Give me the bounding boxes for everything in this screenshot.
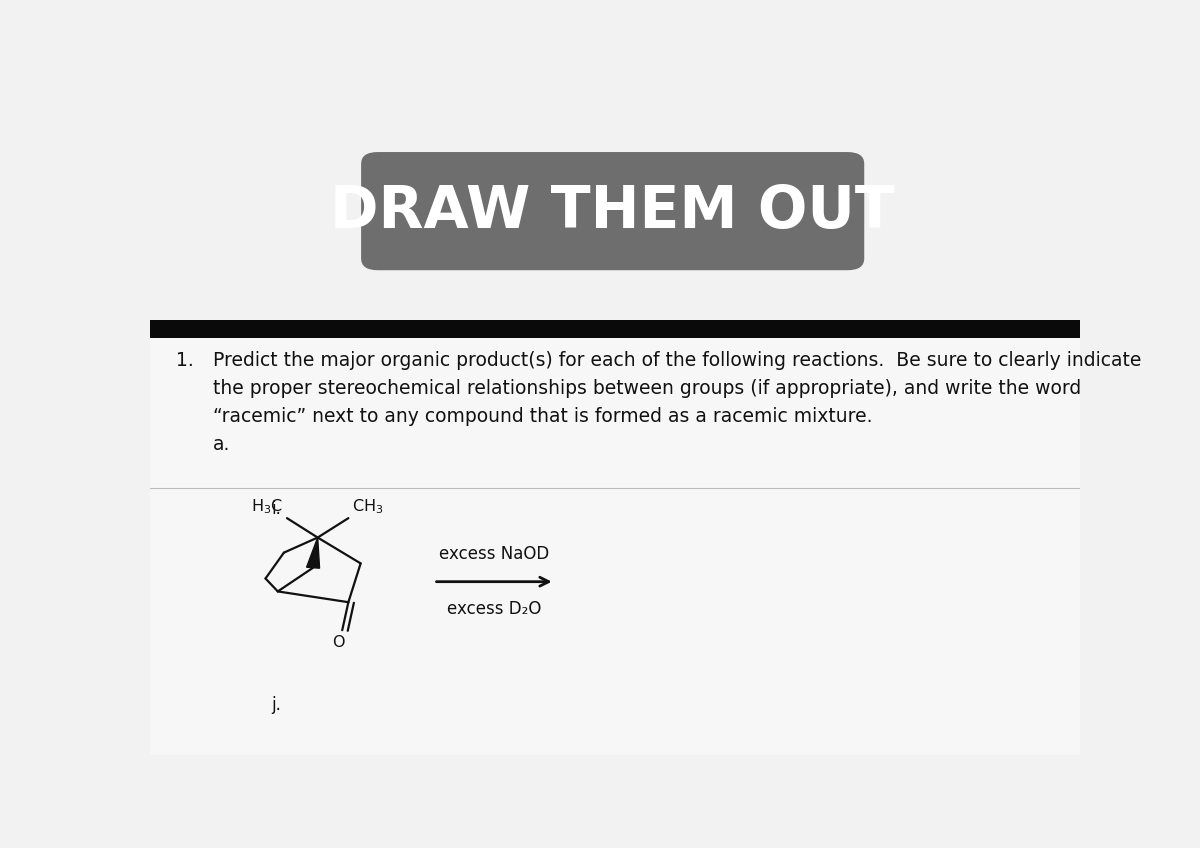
Text: a.: a. — [214, 435, 230, 454]
Text: i.: i. — [271, 500, 281, 518]
Text: Predict the major organic product(s) for each of the following reactions.  Be su: Predict the major organic product(s) for… — [214, 351, 1141, 371]
Bar — [150, 338, 1080, 755]
Bar — [150, 320, 1080, 338]
Text: DRAW THEM OUT: DRAW THEM OUT — [330, 182, 895, 240]
Text: O: O — [332, 635, 344, 650]
FancyBboxPatch shape — [361, 152, 864, 271]
Text: excess NaOD: excess NaOD — [439, 545, 550, 563]
Polygon shape — [307, 538, 319, 568]
Text: 1.: 1. — [176, 351, 193, 371]
Text: H$_3$C: H$_3$C — [251, 497, 283, 516]
Text: excess D₂O: excess D₂O — [446, 600, 541, 618]
Text: the proper stereochemical relationships between groups (if appropriate), and wri: the proper stereochemical relationships … — [214, 379, 1081, 399]
Text: CH$_3$: CH$_3$ — [352, 497, 384, 516]
Text: “racemic” next to any compound that is formed as a racemic mixture.: “racemic” next to any compound that is f… — [214, 407, 872, 427]
Text: j.: j. — [271, 696, 281, 714]
